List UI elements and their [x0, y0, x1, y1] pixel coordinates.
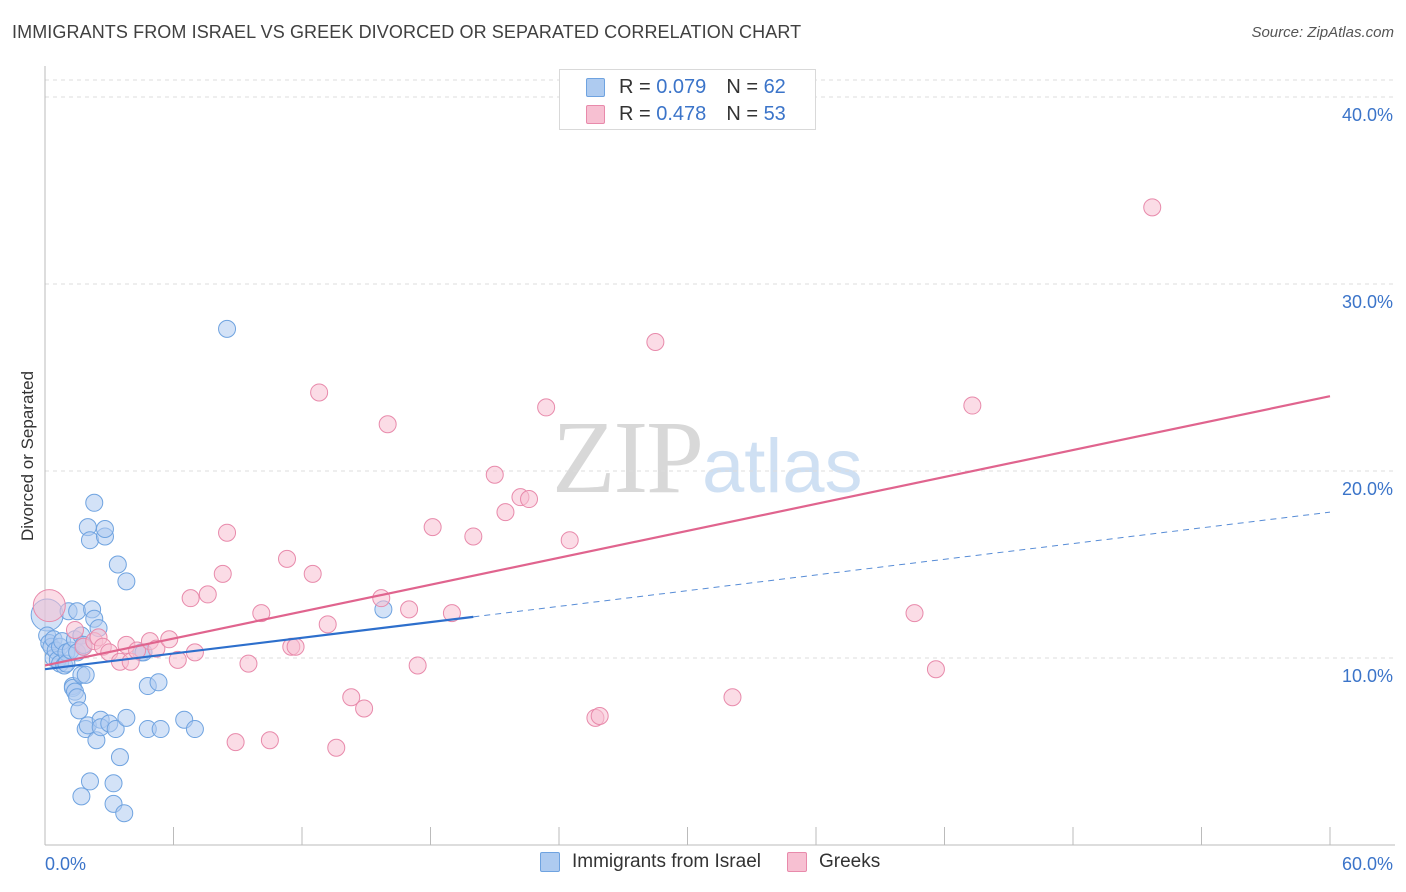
watermark-zip: ZIP — [552, 400, 704, 515]
legend-n-label: N = — [726, 75, 758, 98]
legend-row-greeks: R = 0.478 N = 53 — [586, 102, 786, 126]
greeks-trend-line — [44, 395, 1331, 667]
y-tick-label: 30.0% — [1342, 292, 1393, 312]
greeks-point — [926, 660, 945, 679]
israel-point — [80, 531, 99, 550]
greeks-point — [239, 654, 258, 673]
greeks-point — [537, 398, 556, 417]
source-label: Source: ZipAtlas.com — [1251, 24, 1394, 41]
greeks-point — [646, 332, 665, 351]
israel-point — [151, 720, 170, 739]
legend-n-value: 53 — [763, 102, 786, 125]
israel-point — [115, 804, 134, 823]
greeks-point — [408, 656, 427, 675]
zipatlas-watermark: ZIPatlas — [552, 398, 863, 517]
greeks-point — [485, 465, 504, 484]
greeks-point — [442, 604, 461, 623]
israel-point — [106, 720, 125, 739]
greeks-point — [181, 589, 200, 608]
legend-label-greeks: Greeks — [818, 851, 881, 872]
watermark-atlas: atlas — [702, 424, 863, 509]
greeks-point — [213, 564, 232, 583]
greeks-point — [496, 503, 515, 522]
greeks-point — [520, 490, 539, 509]
greeks-point — [560, 531, 579, 550]
israel-point — [95, 519, 114, 538]
israel-point — [80, 772, 99, 791]
greeks-point — [400, 600, 419, 619]
greeks-point — [218, 523, 237, 542]
legend-n-label: N = — [726, 102, 758, 125]
legend-r-label: R = — [619, 75, 651, 98]
correlation-legend: R = 0.079 N = 62 R = 0.478 N = 53 — [559, 69, 816, 130]
legend-r-label: R = — [619, 102, 651, 125]
series-legend: Immigrants from Israel Greeks — [540, 851, 906, 873]
israel-point — [104, 774, 123, 793]
y-axis-label: Divorced or Separated — [18, 370, 37, 542]
greeks-point — [318, 615, 337, 634]
israel-point — [76, 665, 95, 684]
legend-r-value: 0.478 — [656, 102, 707, 125]
legend-item-greeks[interactable]: Greeks — [786, 851, 881, 873]
y-tick-label: 40.0% — [1342, 105, 1393, 125]
israel-trend-extension — [473, 511, 1331, 618]
greeks-point — [198, 585, 217, 604]
greeks-point — [226, 733, 245, 752]
x-tick-label: 0.0% — [45, 854, 86, 874]
israel-point — [72, 787, 91, 806]
legend-row-israel: R = 0.079 N = 62 — [586, 75, 786, 99]
greeks-point — [723, 688, 742, 707]
legend-label-israel: Immigrants from Israel — [572, 851, 761, 872]
chart-title: IMMIGRANTS FROM ISRAEL VS GREEK DIVORCED… — [12, 22, 802, 42]
greeks-point — [310, 383, 329, 402]
y-tick-label: 10.0% — [1342, 666, 1393, 686]
greeks-point — [327, 738, 346, 757]
legend-swatch-israel — [540, 852, 560, 872]
israel-point — [70, 701, 89, 720]
israel-point — [68, 602, 87, 621]
greeks-point — [168, 650, 187, 669]
greeks-point — [342, 688, 361, 707]
greeks-point — [378, 415, 397, 434]
greeks-point — [372, 589, 391, 608]
greeks-point — [65, 620, 84, 639]
legend-swatch-greeks — [786, 852, 807, 872]
israel-point — [108, 555, 127, 574]
israel-point — [149, 673, 168, 692]
israel-trend-line — [44, 615, 474, 671]
y-tick-label: 20.0% — [1342, 479, 1393, 499]
greeks-point — [147, 639, 166, 658]
x-tick-label: 60.0% — [1342, 854, 1393, 874]
greeks-point — [1143, 198, 1162, 217]
legend-swatch-israel — [586, 77, 605, 97]
greeks-point — [32, 589, 66, 623]
greeks-point — [355, 699, 374, 718]
israel-point — [117, 572, 136, 591]
greeks-point — [286, 637, 305, 656]
greeks-point — [252, 604, 271, 623]
greeks-point — [464, 527, 483, 546]
greeks-point — [423, 518, 442, 537]
greeks-point — [260, 731, 279, 750]
israel-point — [110, 748, 129, 767]
greeks-point — [963, 396, 982, 415]
legend-swatch-greeks — [586, 104, 605, 124]
israel-point — [185, 720, 204, 739]
israel-point — [218, 319, 237, 338]
israel-point — [117, 708, 136, 727]
greeks-point — [590, 706, 609, 725]
greeks-point — [303, 564, 322, 583]
legend-n-value: 62 — [763, 75, 786, 98]
legend-r-value: 0.079 — [656, 75, 707, 98]
greeks-point — [905, 604, 924, 623]
legend-item-israel[interactable]: Immigrants from Israel — [540, 851, 761, 873]
israel-point — [85, 493, 104, 512]
greeks-point — [278, 549, 297, 568]
